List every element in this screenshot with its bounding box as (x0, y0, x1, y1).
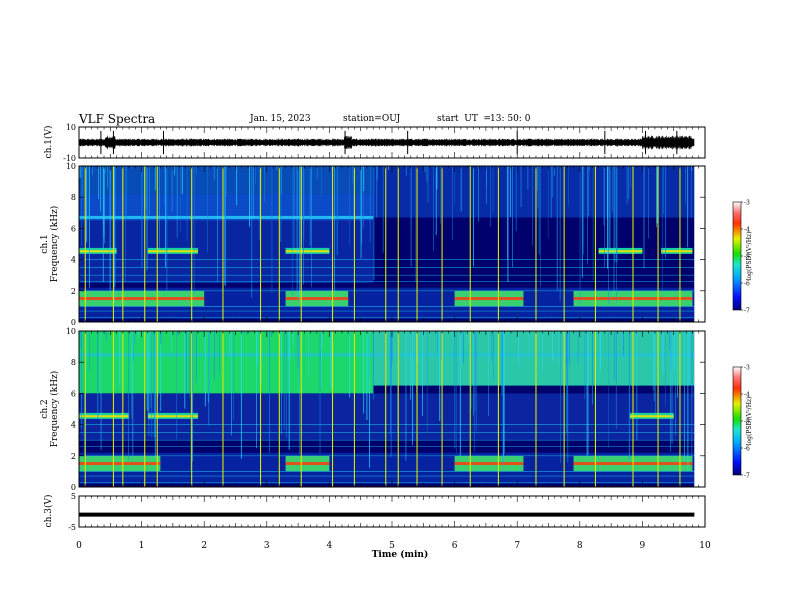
ch2-spectro-ylabel: Frequency (kHz) (49, 371, 60, 448)
spectrogram-ch2-panel (79, 331, 705, 487)
colorbar-tick-label: -7 (744, 308, 750, 315)
spectro-band-1-5khz-core (454, 297, 524, 301)
colorbar-tick-label: -6 (744, 281, 750, 288)
x-tick-label: 8 (577, 541, 583, 551)
y-tick-label: 8 (71, 193, 76, 202)
spectro-band-1-5khz-core (79, 462, 161, 466)
y-tick-label: 8 (71, 358, 76, 367)
spectro-band-4-5khz-core (661, 250, 693, 253)
x-tick-label: 3 (264, 541, 270, 551)
y-tick-label: 6 (71, 224, 76, 233)
spectro-band-1-5khz-core (285, 462, 330, 466)
y-tick-label: -5 (68, 523, 76, 532)
spectro-blank-end (694, 331, 705, 487)
colorbar-tick-label: -6 (744, 446, 750, 453)
header-start-label: start UT = (437, 114, 492, 124)
spectro-band-1-5khz-core (79, 297, 205, 301)
spectro-band-1-5khz-core (454, 462, 524, 466)
y-tick-label: 2 (71, 452, 76, 461)
spectro-edge-line (79, 215, 374, 219)
colorbar-tick-label: -4 (744, 227, 750, 234)
y-tick-label: 5 (71, 492, 76, 501)
spectro-band-4-5khz-core (79, 250, 117, 253)
x-tick-label: 1 (139, 541, 145, 551)
x-tick-label: 7 (514, 541, 520, 551)
colorbar (732, 366, 742, 476)
y-tick-label: 10 (66, 162, 76, 171)
y-tick-label: 10 (66, 327, 76, 336)
x-tick-label: 9 (640, 541, 646, 551)
y-tick-label: 0 (71, 483, 76, 492)
spectro-band-4-5khz-core (629, 415, 674, 418)
header-date: Jan. 15, 2023 (250, 114, 311, 124)
header-start-time: 13: 50: 0 (490, 114, 531, 124)
spectro-band-1-5khz-core (285, 297, 349, 301)
ch1-waveform-trace (79, 135, 695, 150)
spectro-band-top-late (373, 166, 695, 218)
spectro-band-4-5khz-core (147, 415, 198, 418)
x-axis-label: Time (min) (372, 549, 429, 560)
spectro-band-4-5khz-core (79, 415, 130, 418)
colorbar-tick-label: -7 (744, 473, 750, 480)
waveform-panel (79, 130, 695, 155)
x-tick-label: 10 (699, 541, 711, 551)
x-tick-label: 5 (389, 541, 395, 551)
y-tick-label: 4 (71, 421, 76, 430)
ch2-spectro-panel-label: ch.2 (40, 399, 50, 418)
colorbar-tick-label: -5 (744, 254, 750, 261)
ch3-ylabel: ch.3(V) (43, 495, 54, 528)
x-tick-label: 6 (452, 541, 458, 551)
ch1-spectro-ylabel: Frequency (kHz) (49, 206, 60, 283)
ch1-waveform-ylabel: ch.1(V) (43, 126, 54, 159)
spectrogram-ch1-panel (79, 166, 705, 322)
colorbar-tick-label: -5 (744, 419, 750, 426)
colorbar-tick-label: -3 (744, 365, 750, 372)
colorbar-tick-label: -4 (744, 392, 750, 399)
spectro-bright-band (79, 331, 374, 394)
spectro-bright-band-late (373, 331, 695, 386)
y-tick-label: 10 (66, 123, 76, 132)
header-station: station=OUJ (343, 114, 401, 124)
x-tick-label: 2 (201, 541, 207, 551)
spectro-blank-end (694, 166, 705, 322)
spectro-band-4-5khz-core (598, 250, 643, 253)
header-title: VLF Spectra (79, 112, 156, 126)
y-tick-label: 4 (71, 256, 76, 265)
colorbars: -3 -4 -5 -6 -7 -3 -4 -5 -6 -7 (732, 200, 750, 480)
spectro-band-4-5khz-core (285, 250, 330, 253)
x-tick-label: 4 (327, 541, 333, 551)
y-tick-label: 2 (71, 287, 76, 296)
ch1-spectro-panel-label: ch.1 (40, 234, 50, 253)
colorbar-tick-label: -3 (744, 200, 750, 207)
colorbar-1-label: log(PSD)(V²/Hz) (746, 232, 753, 281)
y-tick-label: -10 (63, 154, 76, 163)
spectro-stripe (79, 352, 695, 357)
spectro-band-4-5khz-core (147, 250, 198, 253)
y-tick-label: 6 (71, 389, 76, 398)
colorbar-2-label: log(PSD)(V²/Hz) (746, 397, 753, 446)
colorbar (732, 201, 742, 311)
x-tick-label: 0 (76, 541, 82, 551)
y-tick-label: 0 (71, 318, 76, 327)
